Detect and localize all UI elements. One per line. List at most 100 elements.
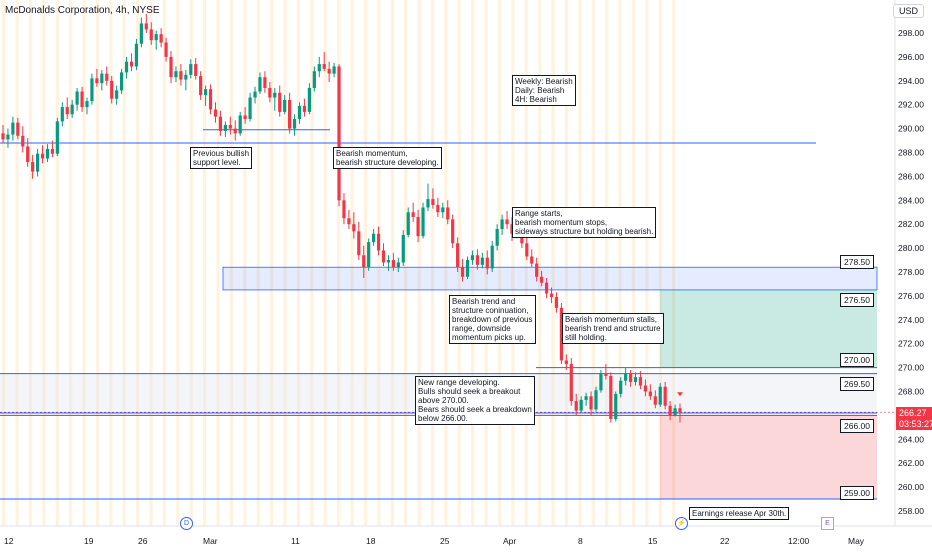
session-band	[296, 0, 301, 526]
price-tick-label: 292.00	[898, 100, 924, 110]
candle-body	[55, 121, 59, 154]
candle-body	[500, 219, 504, 229]
candle-body	[1, 133, 5, 140]
dividend-event-icon[interactable]: D	[180, 517, 193, 530]
annotation-bearish-momentum: Bearish momentum, bearish structure deve…	[333, 147, 442, 169]
candle-body	[149, 29, 153, 41]
session-band	[189, 0, 193, 526]
session-band	[457, 0, 461, 526]
candle-body	[60, 107, 64, 122]
session-band	[618, 0, 622, 526]
candle-body	[288, 99, 292, 129]
session-band	[591, 0, 595, 526]
candle-body	[386, 260, 391, 263]
candle-body	[357, 231, 361, 256]
candle-body	[228, 125, 232, 129]
candle-body	[169, 56, 173, 78]
session-band	[350, 0, 354, 526]
time-tick-label: 25	[440, 536, 450, 546]
candle-body	[263, 77, 267, 88]
candle-body	[549, 293, 554, 298]
candle-body	[253, 91, 257, 98]
candle-body	[174, 71, 178, 78]
split-event-icon[interactable]: ⚡	[675, 517, 688, 530]
price-tick-label: 268.00	[898, 387, 924, 397]
earnings-event-icon[interactable]: E	[821, 517, 834, 530]
session-band	[28, 0, 33, 526]
time-tick-label: 19	[84, 536, 94, 546]
price-tick-label: 278.00	[898, 267, 924, 277]
candle-body	[530, 256, 534, 264]
price-tick-label: 284.00	[898, 195, 924, 205]
session-band	[283, 0, 287, 526]
candle-body	[633, 377, 638, 382]
price-tick-label: 264.00	[898, 434, 924, 444]
candle-body	[342, 200, 346, 219]
candle-body	[648, 391, 652, 397]
candle-body	[663, 386, 667, 406]
candle-body	[579, 399, 583, 411]
session-band	[256, 0, 260, 526]
candle-body	[441, 207, 445, 213]
candle-body	[391, 260, 395, 268]
session-band	[69, 0, 73, 526]
level-label-269-50: 269.50	[840, 377, 874, 391]
session-band	[95, 0, 100, 526]
time-tick-label: May	[848, 536, 865, 546]
candle-body	[50, 148, 55, 154]
candle-body	[218, 116, 223, 131]
price-tick-label: 288.00	[898, 148, 924, 158]
session-band	[42, 0, 46, 526]
price-tick-label: 296.00	[898, 52, 924, 62]
candle-body	[619, 380, 623, 394]
symbol-title[interactable]: McDonalds Corporation, 4h, NYSE	[5, 5, 160, 16]
price-tick-label: 282.00	[898, 219, 924, 229]
session-band	[631, 0, 636, 526]
time-tick-label: 8	[578, 536, 583, 546]
candle-body	[594, 390, 598, 410]
candle-body	[421, 207, 425, 237]
candle-body	[283, 99, 287, 112]
candle-body	[110, 80, 114, 99]
candle-body	[327, 68, 331, 74]
candle-body	[638, 377, 643, 386]
session-band	[578, 0, 582, 526]
candle-body	[307, 87, 311, 112]
candle-body	[268, 87, 272, 98]
candle-body	[95, 78, 99, 84]
candle-body	[352, 224, 356, 232]
time-tick-label: 15	[648, 536, 658, 546]
sell-signal-marker	[677, 392, 683, 397]
candle-body	[614, 393, 618, 419]
session-band	[15, 0, 19, 526]
price-tick-label: 276.00	[898, 291, 924, 301]
candle-body	[411, 212, 415, 218]
currency-badge[interactable]: USD	[892, 4, 924, 18]
candle-body	[347, 218, 351, 225]
level-label-278-50: 278.50	[840, 255, 874, 269]
candle-body	[119, 72, 124, 91]
candle-body	[475, 255, 479, 265]
session-band	[564, 0, 569, 526]
candle-body	[278, 92, 282, 112]
candle-body	[223, 125, 227, 131]
session-band	[82, 0, 86, 526]
candle-body	[401, 234, 405, 263]
price-tick-label: 290.00	[898, 124, 924, 134]
annotation-range-starts: Range starts, bearish momentum stops, si…	[512, 207, 657, 238]
candle-body	[569, 364, 573, 402]
candle-body	[213, 109, 218, 117]
time-tick-label: Mar	[203, 536, 218, 546]
candle-body	[297, 105, 302, 120]
price-tick-label: 260.00	[898, 482, 924, 492]
candle-body	[436, 205, 440, 213]
session-band	[243, 0, 247, 526]
price-tick-label: 286.00	[898, 171, 924, 181]
candle-body	[332, 66, 336, 74]
candle-body	[258, 77, 262, 92]
candle-body	[559, 307, 564, 361]
session-band	[672, 0, 676, 526]
candle-body	[115, 90, 119, 99]
